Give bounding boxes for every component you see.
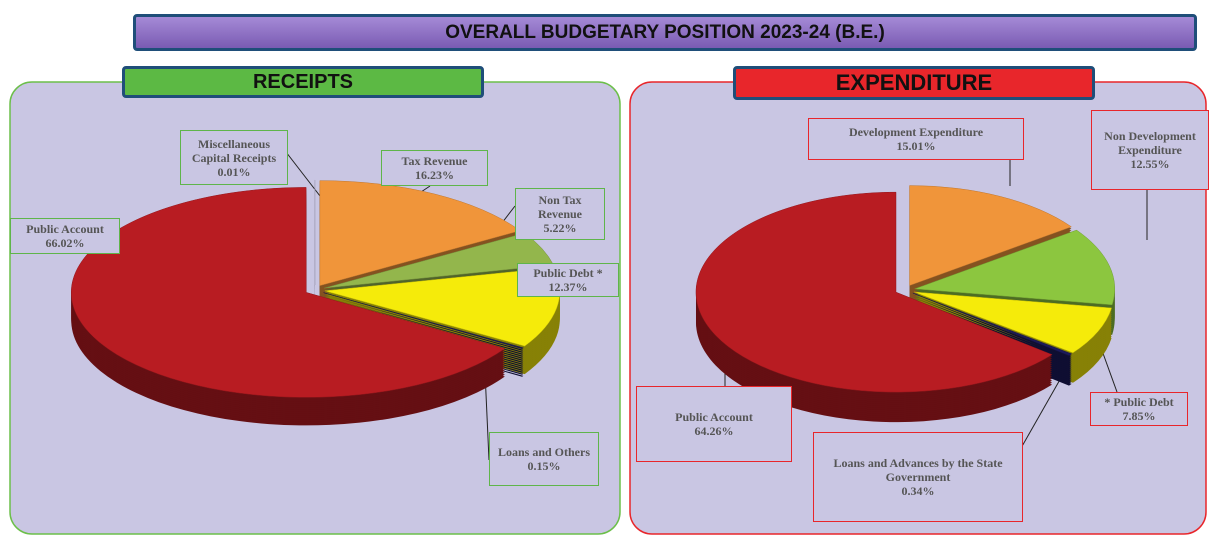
value-label: 5.22% (543, 221, 577, 235)
slice-label: Loans and Others 0.15% (489, 432, 599, 486)
value-label: 0.01% (217, 164, 251, 179)
slice (319, 180, 521, 286)
category-label: Non Tax Revenue (538, 193, 582, 221)
category-label: Public Account (675, 410, 753, 424)
slice-label: Miscellaneous Capital Receipts 0.01% (180, 130, 288, 185)
category-label: Loans and Advances by the State Governme… (833, 456, 1003, 484)
slice-label: Non Tax Revenue 5.22% (515, 188, 605, 240)
category-label: Miscellaneous Capital Receipts (191, 136, 277, 165)
value-label: 0.34% (901, 484, 935, 498)
slice (71, 187, 506, 398)
slice-label: Public Debt * 12.37% (517, 263, 619, 297)
slice-label: * Public Debt 7.85% (1090, 392, 1188, 426)
slice-side (912, 297, 1072, 360)
slice-label: Non Development Expenditure 12.55% (1091, 110, 1209, 190)
pie-tops (71, 179, 561, 398)
value-label: 64.26% (694, 424, 734, 438)
pie-tops (695, 185, 1115, 393)
category-label: Non Development Expenditure (1104, 129, 1196, 157)
slice (323, 292, 524, 350)
slice (695, 191, 1053, 393)
slice-side (323, 296, 524, 353)
value-label: 0.15% (527, 459, 561, 473)
expenditure-title: EXPENDITURE (733, 66, 1095, 100)
slice (914, 291, 1112, 354)
category-label: Development Expenditure (848, 125, 984, 139)
slice-label: Development Expenditure 15.01% (808, 118, 1024, 160)
slice-label: Public Account 64.26% (636, 386, 792, 462)
receipts-title: RECEIPTS (122, 66, 484, 98)
slice-side (912, 295, 1072, 358)
value-label: 12.55% (1130, 157, 1170, 171)
value-label: 66.02% (45, 236, 85, 250)
slice (914, 229, 1115, 306)
slice-side (323, 294, 524, 351)
value-label: 7.85% (1122, 409, 1156, 423)
value-label: 15.01% (896, 139, 936, 153)
category-label: Public Account (26, 222, 104, 236)
slice-label: Loans and Advances by the State Governme… (813, 432, 1023, 522)
slice-label: Tax Revenue 16.23% (381, 150, 488, 186)
page-title: OVERALL BUDGETARY POSITION 2023-24 (B.E.… (133, 14, 1197, 51)
category-label: Tax Revenue (401, 154, 468, 168)
slice (909, 185, 1072, 286)
category-label: * Public Debt (1104, 395, 1174, 409)
value-label: 12.37% (548, 280, 588, 294)
slice (912, 292, 1073, 356)
category-label: Public Debt * (533, 266, 603, 280)
category-label: Loans and Others (497, 445, 591, 459)
slice-label: Public Account 66.02% (10, 218, 120, 254)
value-label: 16.23% (415, 168, 454, 182)
